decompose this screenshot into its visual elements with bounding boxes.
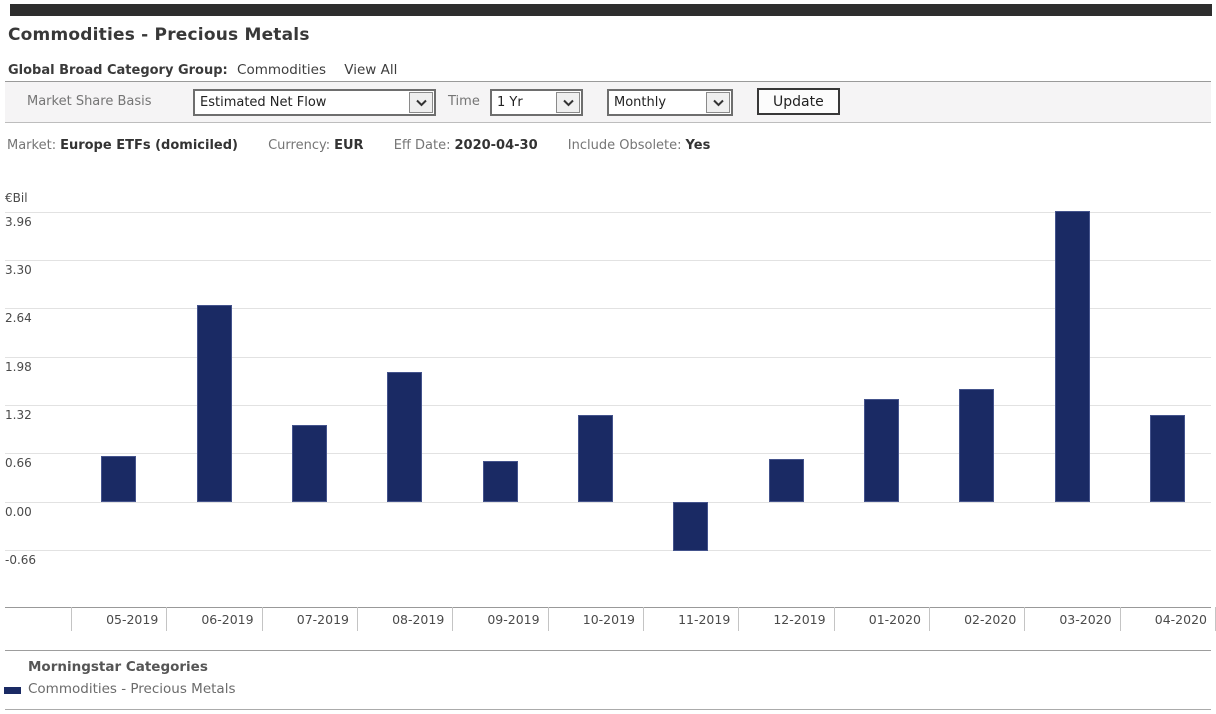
legend-swatch xyxy=(4,687,21,694)
chevron-down-icon xyxy=(556,92,580,113)
x-tick xyxy=(547,607,549,631)
y-tick-label: 0.66 xyxy=(5,456,32,471)
x-label: 02-2020 xyxy=(964,612,1017,627)
top-bar xyxy=(10,4,1212,16)
x-label: 12-2019 xyxy=(773,612,826,627)
legend-label: Commodities - Precious Metals xyxy=(28,681,236,697)
bar xyxy=(1149,414,1185,502)
y-tick-label: 1.98 xyxy=(5,359,32,374)
x-tick xyxy=(1119,607,1121,631)
bar xyxy=(768,459,804,502)
gridline xyxy=(5,501,1211,503)
chevron-down-icon xyxy=(409,92,433,113)
time-selected-value: 1 Yr xyxy=(497,95,523,110)
y-tick-label: 2.64 xyxy=(5,311,32,326)
bar xyxy=(482,461,518,502)
info-market: Market: Europe ETFs (domiciled) xyxy=(7,138,238,153)
page-title: Commodities - Precious Metals xyxy=(8,25,310,45)
gridline xyxy=(5,405,1211,406)
x-label: 04-2020 xyxy=(1154,612,1207,627)
x-label: 08-2019 xyxy=(392,612,445,627)
time-select[interactable]: 1 Yr xyxy=(490,89,583,116)
bar xyxy=(387,372,423,502)
x-tick xyxy=(833,607,835,631)
x-label: 09-2019 xyxy=(487,612,540,627)
legend-divider-top xyxy=(5,650,1211,651)
breadcrumb-label: Global Broad Category Group: xyxy=(8,63,228,78)
gridline xyxy=(5,260,1211,261)
x-tick xyxy=(738,607,740,631)
x-axis-line xyxy=(5,607,1211,608)
bar xyxy=(101,456,137,502)
info-bar: Market: Europe ETFs (domiciled) Currency:… xyxy=(7,138,736,153)
x-tick xyxy=(166,607,168,631)
x-tick xyxy=(643,607,644,631)
view-all-link[interactable]: View All xyxy=(344,62,398,78)
chevron-down-icon xyxy=(706,92,730,113)
bar xyxy=(291,424,327,502)
market-share-basis-selected-value: Estimated Net Flow xyxy=(200,95,327,110)
update-button[interactable]: Update xyxy=(757,88,840,115)
x-label: 11-2019 xyxy=(678,612,731,627)
frequency-selected-value: Monthly xyxy=(614,95,667,110)
breadcrumb: Global Broad Category Group: Commodities… xyxy=(8,62,397,78)
market-share-basis-select[interactable]: Estimated Net Flow xyxy=(193,89,436,116)
x-tick xyxy=(929,607,930,631)
x-label: 03-2020 xyxy=(1059,612,1112,627)
x-label: 01-2020 xyxy=(868,612,921,627)
bar xyxy=(673,501,709,552)
info-currency: Currency: EUR xyxy=(268,138,364,153)
y-tick-label: -0.66 xyxy=(5,553,37,567)
chart-unit-label: €Bil xyxy=(5,191,28,205)
bar xyxy=(959,388,995,502)
market-share-basis-label: Market Share Basis xyxy=(27,94,152,109)
x-tick xyxy=(261,607,263,631)
x-tick xyxy=(357,607,358,631)
y-tick-label: 0.00 xyxy=(5,504,32,519)
time-label: Time xyxy=(448,94,480,109)
toolbar: Market Share Basis Estimated Net Flow Ti… xyxy=(5,81,1211,123)
frequency-select[interactable]: Monthly xyxy=(607,89,733,116)
gridline xyxy=(5,308,1211,310)
x-tick xyxy=(1024,607,1026,631)
y-tick-label: 3.30 xyxy=(5,263,32,277)
info-include-obsolete: Include Obsolete: Yes xyxy=(567,138,711,153)
x-label: 07-2019 xyxy=(296,612,349,627)
breadcrumb-value: Commodities xyxy=(237,62,326,78)
bar xyxy=(863,399,899,502)
bar xyxy=(196,305,232,502)
gridline xyxy=(5,356,1211,358)
x-label: 05-2019 xyxy=(106,612,159,627)
legend-title: Morningstar Categories xyxy=(28,659,208,675)
x-tick xyxy=(71,607,72,631)
bar xyxy=(577,414,613,502)
gridline xyxy=(5,211,1211,213)
gridline xyxy=(5,550,1211,551)
legend-divider-bottom xyxy=(5,709,1211,710)
x-label: 10-2019 xyxy=(582,612,635,627)
x-label: 06-2019 xyxy=(201,612,254,627)
y-tick-label: 3.96 xyxy=(5,214,32,229)
x-tick xyxy=(452,607,454,631)
bar xyxy=(1054,211,1090,502)
y-tick-label: 1.32 xyxy=(5,408,32,422)
info-eff-date: Eff Date: 2020-04-30 xyxy=(393,138,538,153)
